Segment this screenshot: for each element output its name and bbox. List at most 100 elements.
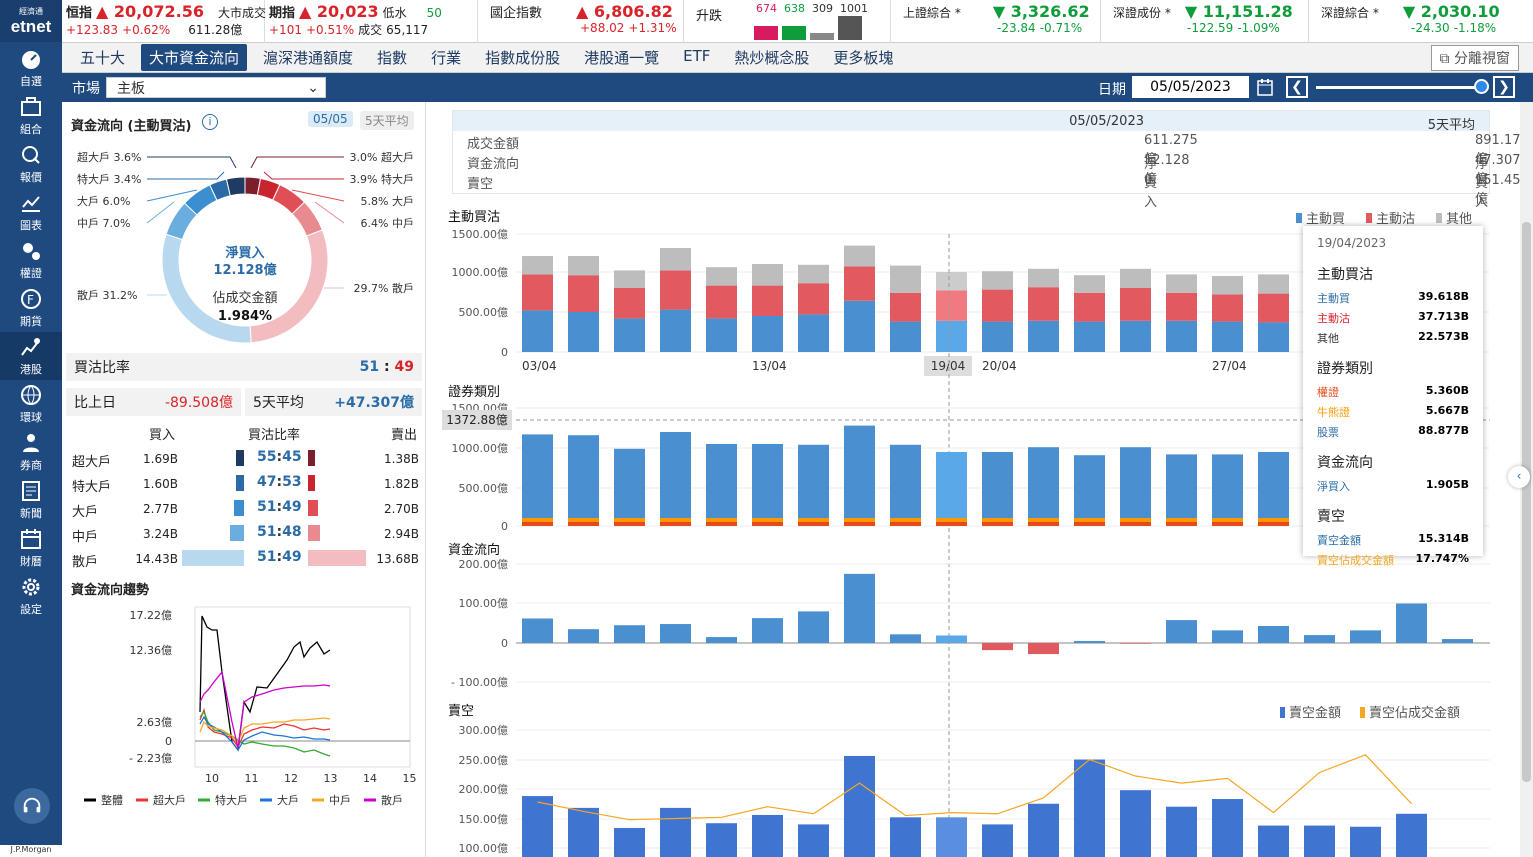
flow-bar[interactable]: [1396, 603, 1427, 644]
scrollbar-thumb[interactable]: [1522, 222, 1531, 782]
ticker-shanghai[interactable]: 上證綜合 * ▼ 3,326.62 -23.84 -0.71%: [891, 0, 1101, 43]
nav-item-quote[interactable]: 報價: [0, 140, 62, 188]
stacked-bar-segment[interactable]: [706, 444, 737, 518]
flow-bar[interactable]: [890, 634, 921, 643]
stacked-bar-segment[interactable]: [798, 283, 829, 315]
short-sell-bar[interactable]: [890, 817, 921, 857]
stacked-bar-segment[interactable]: [706, 522, 737, 526]
flow-bar[interactable]: [1120, 643, 1151, 644]
stacked-bar-segment[interactable]: [752, 316, 783, 352]
nav-item-globe[interactable]: 環球: [0, 380, 62, 428]
next-date-button[interactable]: ❯: [1493, 76, 1515, 98]
stacked-bar-segment[interactable]: [982, 321, 1013, 352]
stacked-bar-segment[interactable]: [1258, 522, 1289, 526]
flow-bar[interactable]: [568, 629, 599, 643]
stacked-bar-segment[interactable]: [568, 312, 599, 352]
stacked-bar-segment[interactable]: [982, 452, 1013, 518]
pill-5day[interactable]: 5天平均: [360, 111, 414, 130]
stacked-bar-segment[interactable]: [1120, 288, 1151, 321]
stacked-bar-segment[interactable]: [568, 522, 599, 526]
flow-bar[interactable]: [1028, 643, 1059, 655]
stacked-bar-segment[interactable]: [752, 518, 783, 522]
flow-bar[interactable]: [660, 624, 691, 643]
tab-5[interactable]: 指數成份股: [485, 49, 561, 67]
stacked-bar-segment[interactable]: [522, 274, 553, 311]
tab-8[interactable]: 熱炒概念股: [734, 49, 810, 67]
stacked-bar-segment[interactable]: [1212, 294, 1243, 322]
flow-bar[interactable]: [844, 573, 875, 643]
flow-bar[interactable]: [1212, 630, 1243, 643]
stacked-bar-segment[interactable]: [1120, 268, 1151, 288]
short-sell-bar[interactable]: [706, 823, 737, 857]
short-sell-bar[interactable]: [752, 814, 783, 857]
flow-bar[interactable]: [1258, 626, 1289, 643]
stacked-bar-segment[interactable]: [1258, 322, 1289, 352]
stacked-bar-segment[interactable]: [1166, 454, 1197, 518]
stacked-bar-segment[interactable]: [844, 266, 875, 301]
prev-date-button[interactable]: ❮: [1286, 76, 1308, 98]
stacked-bar-segment[interactable]: [1028, 518, 1059, 522]
stacked-bar-segment[interactable]: [844, 425, 875, 518]
nav-item-settings[interactable]: 設定: [0, 572, 62, 620]
stacked-bar-segment[interactable]: [890, 292, 921, 322]
ticker-soe[interactable]: 國企指數 ▲ 6,806.82 +88.02 +1.31%: [478, 0, 684, 43]
stacked-bar-segment[interactable]: [1074, 275, 1105, 293]
flow-bar[interactable]: [614, 625, 645, 643]
short-sell-bar[interactable]: [982, 824, 1013, 857]
flow-bar[interactable]: [706, 637, 737, 643]
stacked-bar-segment[interactable]: [1166, 522, 1197, 526]
stacked-bar-segment[interactable]: [522, 256, 553, 275]
stacked-bar-segment[interactable]: [844, 245, 875, 267]
short-sell-bar[interactable]: [1120, 790, 1151, 857]
stacked-bar-segment[interactable]: [890, 518, 921, 522]
stacked-bar-segment[interactable]: [614, 288, 645, 319]
stacked-bar-segment[interactable]: [1166, 320, 1197, 352]
stacked-bar-segment[interactable]: [936, 290, 967, 321]
short-sell-bar[interactable]: [522, 796, 553, 857]
stacked-bar-segment[interactable]: [936, 272, 967, 291]
stacked-bar-segment[interactable]: [936, 522, 967, 526]
stacked-bar-segment[interactable]: [614, 522, 645, 526]
stacked-bar-segment[interactable]: [982, 518, 1013, 522]
ticker-futures[interactable]: 期指 ▲ 20,023 低水 50 +101 +0.51% 成交 65,117: [265, 0, 478, 43]
nav-item-broker[interactable]: 券商: [0, 428, 62, 476]
flow-bar[interactable]: [1166, 620, 1197, 643]
stacked-bar-segment[interactable]: [798, 444, 829, 518]
stacked-bar-segment[interactable]: [752, 285, 783, 316]
stacked-bar-segment[interactable]: [706, 267, 737, 286]
stacked-bar-segment[interactable]: [1258, 452, 1289, 518]
stacked-bar-segment[interactable]: [982, 289, 1013, 322]
stacked-bar-segment[interactable]: [522, 522, 553, 526]
short-sell-bar[interactable]: [936, 817, 967, 857]
short-sell-bar[interactable]: [1396, 813, 1427, 857]
stacked-bar-segment[interactable]: [568, 256, 599, 276]
flow-bar[interactable]: [982, 643, 1013, 651]
stacked-bar-segment[interactable]: [1166, 518, 1197, 522]
nav-item-chart[interactable]: 圖表: [0, 188, 62, 236]
ticker-advance-decline[interactable]: 升跌 674 638 309 1001: [684, 0, 891, 43]
ticker-hsi[interactable]: 恒指 ▲ 20,072.56 大市成交 +123.83 +0.62% 611.28億: [62, 0, 266, 43]
stacked-bar-segment[interactable]: [890, 321, 921, 352]
stacked-bar-segment[interactable]: [1074, 455, 1105, 518]
stacked-bar-segment[interactable]: [798, 314, 829, 352]
stacked-bar-segment[interactable]: [798, 518, 829, 522]
donut-buy-slice[interactable]: [161, 233, 252, 344]
stacked-bar-segment[interactable]: [660, 518, 691, 522]
short-sell-bar[interactable]: [1304, 825, 1335, 857]
stacked-bar-segment[interactable]: [752, 444, 783, 518]
stacked-bar-segment[interactable]: [1258, 293, 1289, 323]
stacked-bar-segment[interactable]: [1212, 518, 1243, 522]
flow-bar[interactable]: [798, 611, 829, 643]
stacked-bar-segment[interactable]: [1212, 522, 1243, 526]
tab-0[interactable]: 五十大: [80, 49, 126, 67]
nav-item-news[interactable]: 新聞: [0, 476, 62, 524]
short-sell-bar[interactable]: [1258, 825, 1289, 857]
tab-1[interactable]: 大市資金流向: [141, 44, 248, 71]
slider-handle[interactable]: [1474, 79, 1489, 94]
collapse-tooltip-button[interactable]: ‹: [1508, 466, 1530, 488]
stacked-bar-segment[interactable]: [660, 309, 691, 352]
flow-bar[interactable]: [1304, 635, 1335, 643]
stacked-bar-segment[interactable]: [614, 270, 645, 288]
short-sell-bar[interactable]: [1074, 759, 1105, 857]
ticker-shenzhen-composite[interactable]: 深證綜合 * ▼ 2,030.10 -24.30 -1.18%: [1321, 2, 1500, 35]
